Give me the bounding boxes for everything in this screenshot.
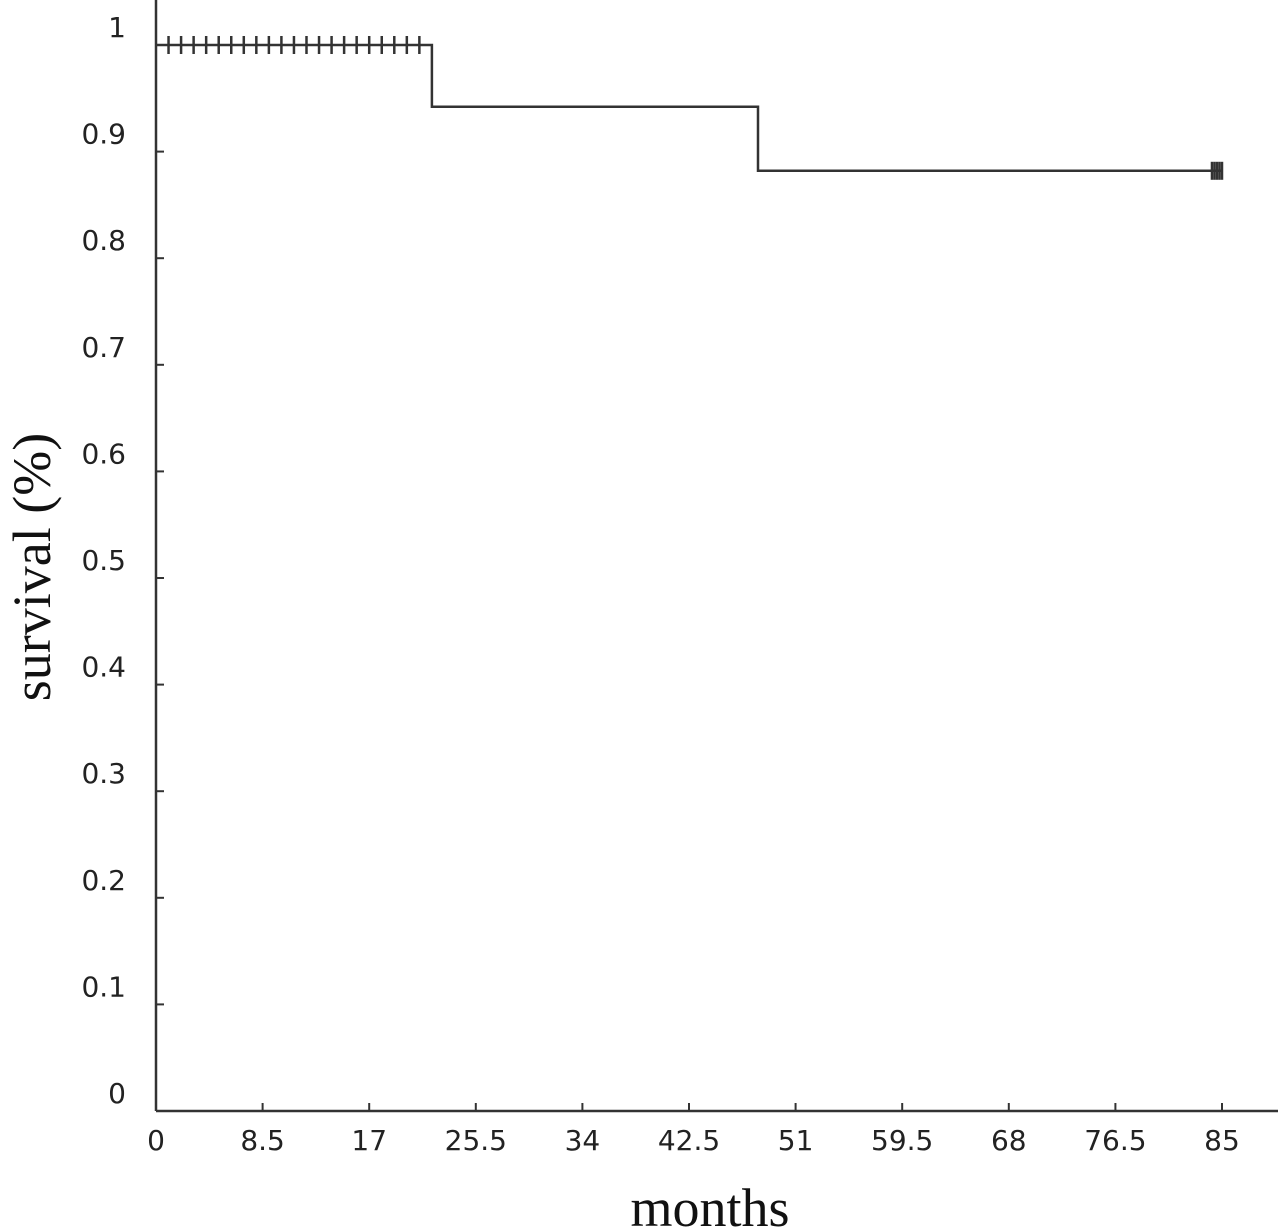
y-tick-label: 0.5 (81, 544, 126, 577)
y-axis-title: survival (%) (2, 433, 62, 701)
axes (154, 0, 1278, 1113)
y-tick-label: 0.6 (81, 437, 126, 470)
y-tick-label: 0 (108, 1077, 126, 1110)
y-tick-label: 0.8 (81, 224, 126, 257)
x-tick-label: 34 (565, 1124, 601, 1157)
y-tick-label: 0.9 (81, 118, 126, 151)
x-tick-label: 59.5 (871, 1124, 933, 1157)
x-tick-label: 25.5 (445, 1124, 507, 1157)
y-tick-label: 0.1 (81, 970, 126, 1003)
x-tick-label: 8.5 (240, 1124, 285, 1157)
y-tick-label: 0.7 (81, 331, 126, 364)
x-tick-label: 76.5 (1084, 1124, 1146, 1157)
y-tick-label: 0.3 (81, 757, 126, 790)
y-tick-label: 0.2 (81, 864, 126, 897)
x-ticks: 0 8.5 17 25.5 34 42.5 51 59.5 68 76.5 85 (147, 1103, 1240, 1157)
survival-step-line (156, 43, 1222, 173)
x-tick-label: 51 (778, 1124, 814, 1157)
y-tick-label: 1 (108, 11, 126, 44)
x-tick-label: 17 (351, 1124, 387, 1157)
y-ticks: 0 0.1 0.2 0.3 0.4 0.5 0.6 0.7 0.8 0.9 1 (81, 11, 164, 1112)
x-tick-label: 42.5 (658, 1124, 720, 1157)
x-tick-label: 68 (991, 1124, 1027, 1157)
x-tick-label: 85 (1204, 1124, 1240, 1157)
plot-area (156, 36, 1224, 180)
y-tick-label: 0.4 (81, 651, 126, 684)
x-axis-title: months (630, 1178, 789, 1228)
x-tick-label: 0 (147, 1124, 165, 1157)
